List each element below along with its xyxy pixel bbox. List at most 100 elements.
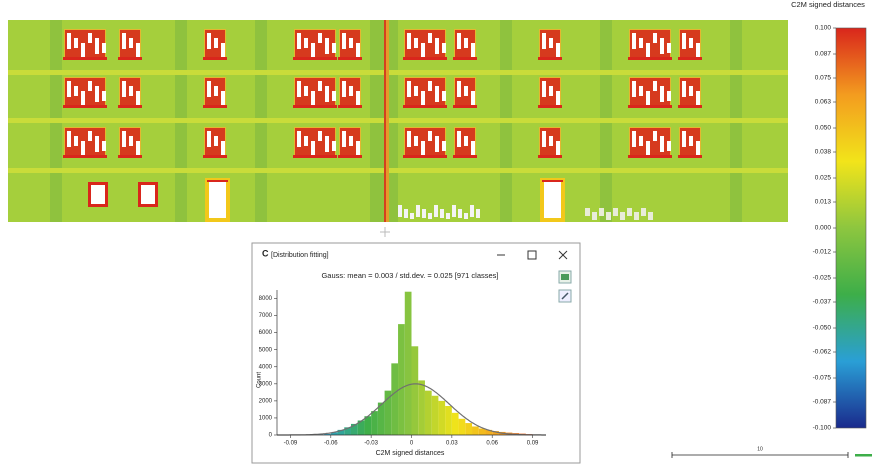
colorscale-tick-label: -0.050 <box>813 325 832 332</box>
window-glare <box>682 131 686 147</box>
window-glare <box>442 43 446 53</box>
window-sill <box>118 105 142 108</box>
window-glare <box>136 141 140 157</box>
colorscale-tick-label: 0.013 <box>815 199 832 206</box>
scale-bar-segment <box>855 454 872 457</box>
window-glare <box>653 131 657 141</box>
window-sill <box>538 57 562 60</box>
facade-gap <box>410 213 414 219</box>
window-sill <box>63 155 107 158</box>
window-glare <box>407 131 411 147</box>
window-sill <box>678 155 702 158</box>
window-glare <box>221 91 225 107</box>
window-glare <box>696 91 700 107</box>
window-glare <box>471 91 475 107</box>
window-glare <box>639 136 643 146</box>
y-tick-label: 6000 <box>259 330 273 336</box>
histogram-bar <box>465 423 472 435</box>
window-glare <box>304 86 308 96</box>
window-sill <box>453 57 477 60</box>
facade-part <box>8 70 788 75</box>
window-glare <box>549 136 553 146</box>
window-glare <box>689 136 693 146</box>
y-tick-label: 4000 <box>259 364 273 370</box>
window-glare <box>95 86 99 102</box>
window-glare <box>88 33 92 43</box>
histogram-bar <box>425 391 432 435</box>
window-glare <box>325 136 329 152</box>
window-glare <box>67 131 71 147</box>
window-glare <box>349 136 353 146</box>
window-glare <box>660 86 664 102</box>
colorscale-tick-label: -0.025 <box>813 275 832 282</box>
window-glare <box>311 91 315 107</box>
colorscale-tick-label: 0.038 <box>815 149 832 156</box>
facade-part <box>8 118 788 123</box>
window-glare <box>318 131 322 141</box>
window-glare <box>81 91 85 107</box>
window-glare <box>407 81 411 97</box>
facade-gap <box>458 209 462 218</box>
window-sill <box>628 155 672 158</box>
window-glare <box>464 38 468 48</box>
window-sill <box>293 105 337 108</box>
window-glare <box>682 33 686 49</box>
colorscale-tick-label: 0.075 <box>815 75 832 82</box>
window-glare <box>428 33 432 43</box>
window-glare <box>696 43 700 59</box>
window-glare <box>356 43 360 59</box>
window-glare <box>646 141 650 157</box>
histogram-bar <box>391 363 398 435</box>
histogram-bar <box>371 411 378 435</box>
window-sill <box>678 57 702 60</box>
window-glare <box>342 131 346 147</box>
histogram-bar <box>438 401 445 435</box>
window-glare <box>556 141 560 157</box>
histogram-bar <box>418 380 425 435</box>
y-tick-label: 7000 <box>259 313 273 319</box>
window-glare <box>297 131 301 147</box>
facade-gap <box>452 205 456 217</box>
colorscale-title: C2M signed distances <box>791 0 865 9</box>
window-glare <box>421 141 425 157</box>
histogram-bar <box>405 292 412 435</box>
histogram-bar <box>472 426 479 435</box>
window-sill <box>403 105 447 108</box>
window-glare <box>356 91 360 107</box>
window-glare <box>542 131 546 147</box>
colorscale-tick-label: -0.062 <box>813 349 832 356</box>
histogram-bar <box>459 419 466 435</box>
window-glare <box>318 81 322 91</box>
window-glare <box>102 43 106 53</box>
window-glare <box>428 131 432 141</box>
window-glare <box>122 81 126 97</box>
window-glare <box>667 91 671 101</box>
scale-bar-label: 10 <box>757 446 763 452</box>
window-glare <box>414 86 418 96</box>
window-glare <box>297 33 301 49</box>
window-glare <box>356 141 360 157</box>
facade-gap <box>422 209 426 218</box>
facade-part <box>384 20 386 222</box>
window-sill <box>63 57 107 60</box>
window-glare <box>660 136 664 152</box>
facade-gap <box>620 212 625 220</box>
window-glare <box>136 43 140 59</box>
facade-gap <box>634 212 639 220</box>
window-sill <box>628 57 672 60</box>
window-glare <box>646 91 650 107</box>
window-glare <box>81 141 85 157</box>
window-glare <box>74 86 78 96</box>
window-sill <box>453 105 477 108</box>
window-glare <box>122 33 126 49</box>
y-tick-label: 1000 <box>259 416 273 422</box>
facade-gap <box>416 205 420 217</box>
colorscale-tick-label: -0.087 <box>813 399 832 406</box>
window-sill <box>538 105 562 108</box>
facade-part <box>8 168 788 173</box>
window-glare <box>639 38 643 48</box>
facade-gap <box>641 208 646 216</box>
window-glare <box>325 86 329 102</box>
window-glare <box>435 38 439 54</box>
colorscale-tick-label: -0.012 <box>813 249 832 256</box>
